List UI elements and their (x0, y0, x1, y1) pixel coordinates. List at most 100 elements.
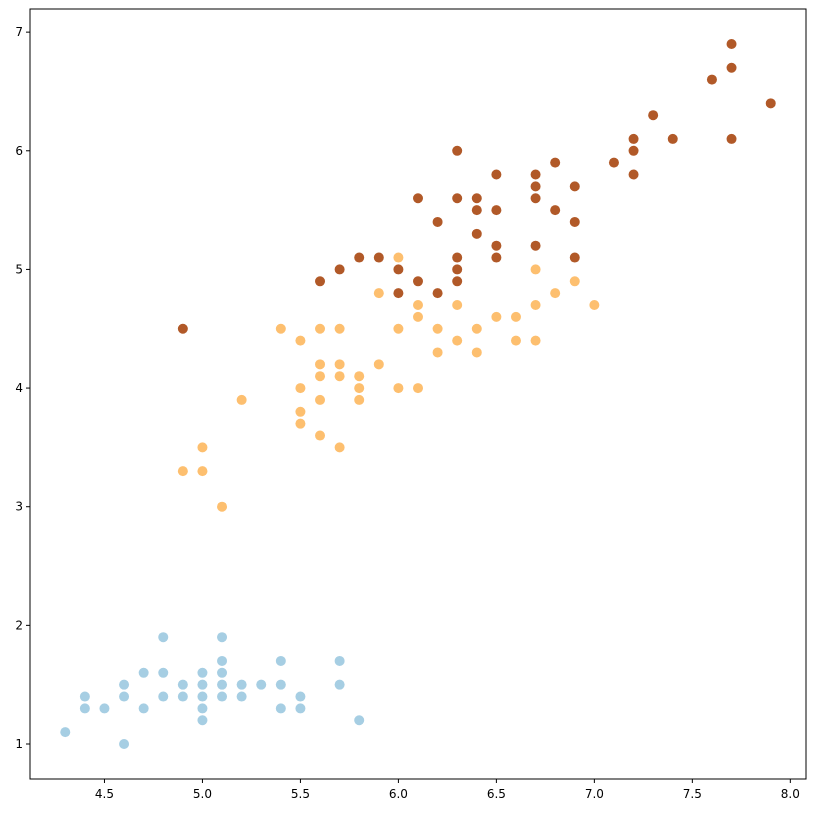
data-point-series-2-42 (530, 335, 541, 346)
data-point-series-2-19 (334, 442, 345, 453)
x-tick-label: 4.5 (95, 787, 114, 801)
data-point-series-3-29 (550, 205, 561, 216)
data-point-series-1-19 (197, 715, 208, 726)
data-point-series-2-37 (491, 311, 502, 322)
data-point-series-3-26 (530, 193, 541, 204)
data-point-series-1-6 (119, 691, 130, 702)
data-point-series-1-35 (354, 715, 365, 726)
data-point-series-1-27 (256, 679, 267, 690)
data-point-series-2-15 (315, 430, 326, 441)
y-tick-label: 1 (15, 737, 23, 751)
y-axis: 1 2 3 4 5 6 7 (15, 25, 30, 751)
data-point-series-3-28 (550, 157, 561, 168)
data-point-series-1-20 (217, 632, 228, 643)
data-point-series-2-39 (510, 335, 521, 346)
x-axis: 4.5 5.0 5.5 6.0 6.5 7.0 7.5 8.0 (95, 779, 800, 801)
data-point-series-1-28 (275, 655, 286, 666)
data-point-series-3-23 (491, 252, 502, 263)
data-point-series-3-34 (628, 133, 639, 144)
data-point-series-2-6 (275, 323, 286, 334)
x-tick-label: 5.5 (291, 787, 310, 801)
data-point-series-1-9 (138, 703, 149, 714)
data-point-series-3-11 (432, 288, 443, 299)
data-point-series-1-2 (79, 691, 90, 702)
data-point-series-2-34 (452, 335, 463, 346)
data-point-series-2-40 (530, 264, 541, 275)
data-point-series-2-10 (295, 418, 306, 429)
y-tick-label: 7 (15, 25, 23, 39)
x-tick-label: 7.0 (585, 787, 604, 801)
data-point-series-1-5 (119, 679, 130, 690)
data-point-series-3-1 (177, 323, 188, 334)
data-point-series-3-41 (726, 62, 737, 73)
data-point-series-3-38 (667, 133, 678, 144)
plot-frame (29, 8, 807, 780)
data-point-series-3-36 (628, 169, 639, 180)
data-point-series-3-2 (315, 276, 326, 287)
data-point-series-3-22 (491, 240, 502, 251)
data-point-series-3-14 (452, 252, 463, 263)
data-point-series-2-30 (413, 383, 423, 394)
data-point-series-2-22 (354, 394, 365, 405)
data-point-series-1-30 (275, 703, 286, 714)
data-point-series-3-16 (452, 276, 463, 287)
data-point-series-3-42 (726, 133, 737, 144)
data-point-series-2-25 (393, 252, 404, 263)
data-point-series-1-17 (197, 691, 208, 702)
data-point-series-2-23 (373, 288, 384, 299)
data-point-series-1-23 (217, 679, 228, 690)
data-point-series-3-5 (373, 252, 384, 263)
data-point-series-2-9 (295, 406, 306, 417)
data-point-series-2-38 (510, 311, 521, 322)
data-point-series-3-30 (569, 181, 580, 192)
data-point-series-1-26 (236, 691, 247, 702)
data-point-series-3-37 (648, 110, 659, 121)
data-point-series-2-41 (530, 300, 541, 311)
data-point-series-2-12 (315, 359, 326, 370)
data-point-series-2-18 (334, 371, 345, 382)
data-point-series-1-7 (119, 739, 130, 749)
data-point-series-3-3 (334, 264, 345, 275)
data-point-series-1-14 (177, 691, 188, 702)
data-point-series-3-25 (530, 181, 541, 192)
data-point-series-3-13 (452, 193, 463, 204)
data-point-series-1-8 (138, 667, 149, 678)
data-point-series-3-9 (413, 276, 423, 287)
data-point-series-1-12 (158, 691, 169, 702)
data-point-series-3-17 (471, 193, 482, 204)
data-point-series-2-1 (177, 466, 188, 477)
data-point-series-1-11 (158, 667, 169, 678)
data-point-series-2-32 (432, 347, 443, 358)
data-point-series-1-32 (295, 703, 306, 714)
data-point-series-2-20 (354, 371, 365, 382)
points-layer (60, 39, 776, 749)
data-point-series-2-24 (373, 359, 384, 370)
data-point-series-2-29 (413, 311, 423, 322)
data-point-series-3-31 (569, 216, 580, 227)
data-point-series-1-31 (295, 691, 306, 702)
data-point-series-2-31 (432, 323, 443, 334)
data-point-series-3-24 (530, 169, 541, 180)
data-point-series-1-13 (177, 679, 188, 690)
data-point-series-3-12 (452, 145, 463, 156)
data-point-series-1-25 (236, 679, 247, 690)
data-point-series-1-18 (197, 703, 208, 714)
data-point-series-3-20 (491, 169, 502, 180)
data-point-series-2-2 (197, 442, 208, 453)
x-tick-label: 6.5 (487, 787, 506, 801)
data-point-series-1-10 (158, 632, 169, 643)
data-point-series-2-16 (334, 323, 345, 334)
y-tick-label: 6 (15, 144, 23, 158)
x-tick-label: 8.0 (781, 787, 800, 801)
data-point-series-1-1 (60, 727, 71, 738)
data-point-series-3-35 (628, 145, 639, 156)
data-point-series-1-4 (99, 703, 110, 714)
data-point-series-2-43 (550, 288, 561, 299)
data-point-series-2-33 (452, 300, 463, 311)
data-point-series-2-13 (315, 371, 326, 382)
x-tick-label: 7.5 (683, 787, 702, 801)
data-point-series-2-5 (236, 394, 247, 405)
data-point-series-2-3 (197, 466, 208, 477)
y-tick-label: 5 (15, 262, 23, 276)
